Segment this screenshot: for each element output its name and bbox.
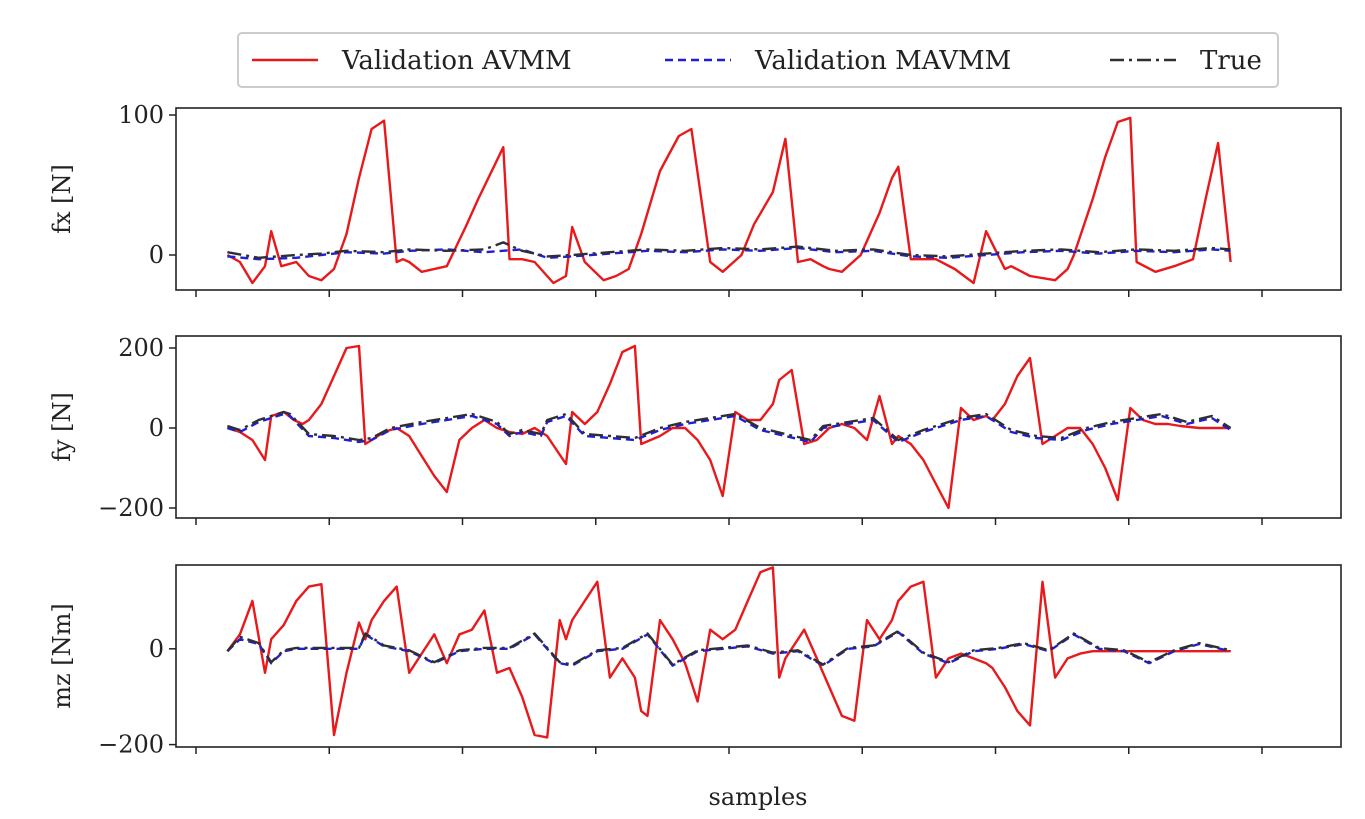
subplot-frame: [175, 564, 1342, 748]
legend-label-true: True: [1200, 46, 1262, 76]
y-tick-label: 100: [118, 101, 164, 129]
legend-frame: [237, 32, 1279, 88]
y-axis-label: fx [N]: [48, 164, 76, 234]
series-line-true: [227, 241, 1231, 259]
series-line-validation-avmm: [226, 566, 1231, 739]
subplot-2: −200 0 200 fy [N]: [48, 334, 1342, 525]
series-line-validation-avmm: [226, 116, 1232, 285]
y-tick-label: 200: [118, 334, 164, 362]
y-tick-label: 0: [149, 241, 164, 269]
y-tick-label: 0: [149, 414, 164, 442]
y-axis-label: fy [N]: [48, 392, 76, 462]
subplots: 0 100 fx [N] −200 0 200 fy [N] −200 0 mz [Nm]: [48, 101, 1342, 759]
legend-label-avmm: Validation AVMM: [341, 46, 572, 76]
y-axis-label: mz [Nm]: [48, 603, 76, 709]
series-line-true: [226, 629, 1231, 666]
y-tick-label: −200: [98, 731, 164, 759]
series-line-validation-mavmm: [227, 246, 1231, 261]
subplot-1: 0 100 fx [N]: [48, 101, 1342, 297]
y-tick-label: 0: [149, 635, 164, 663]
series-line-validation-avmm: [227, 344, 1231, 510]
legend: Validation AVMM Validation MAVMM True: [237, 32, 1279, 88]
subplot-3: −200 0 mz [Nm]: [48, 564, 1342, 759]
subplot-frame: [175, 107, 1342, 291]
y-tick-label: −200: [98, 494, 164, 522]
subplot-frame: [175, 335, 1342, 519]
legend-label-mavmm: Validation MAVMM: [754, 46, 1011, 76]
series-line-true: [227, 410, 1232, 442]
x-axis-label: samples: [709, 783, 808, 811]
